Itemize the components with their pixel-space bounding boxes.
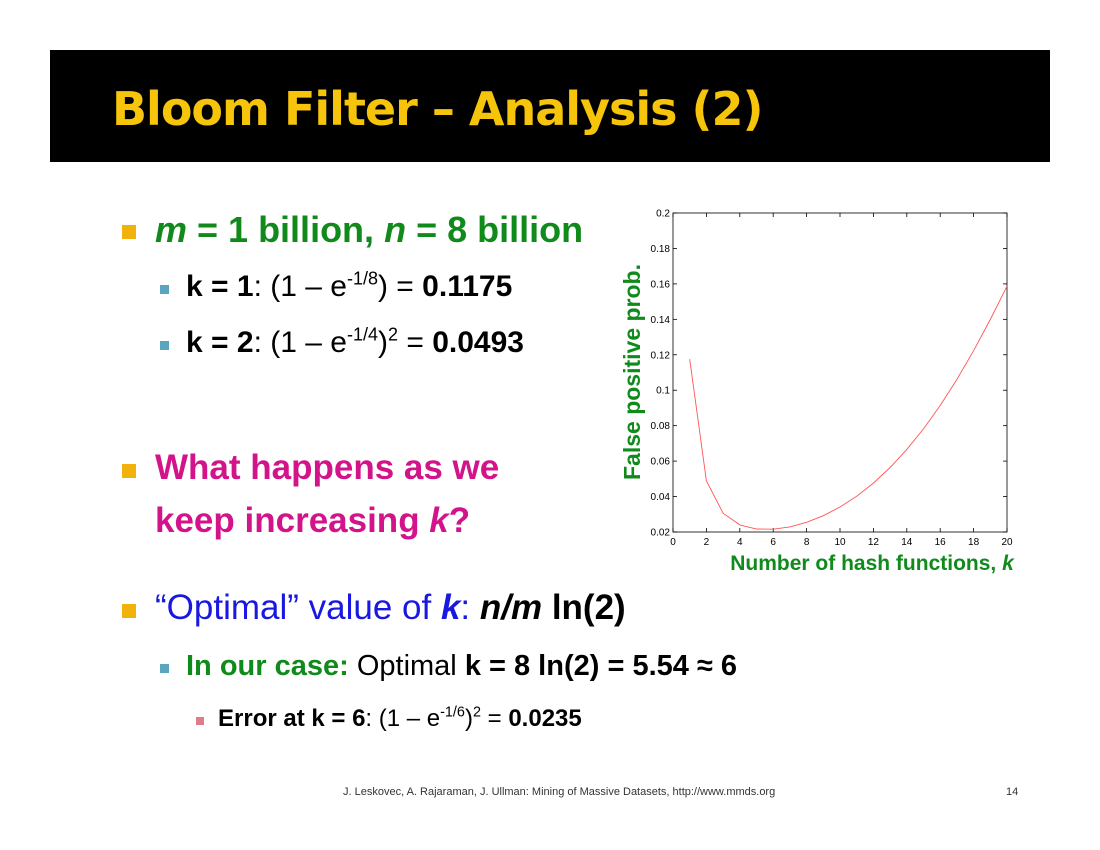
k2-result: 0.0493 — [432, 326, 524, 359]
optimal-text: “Optimal” value of — [155, 588, 441, 627]
x-tick-label: 18 — [968, 537, 980, 548]
k2-pow: 2 — [387, 324, 398, 345]
k2-exp: -1/4 — [346, 324, 378, 345]
m-value: = 1 billion, — [187, 209, 385, 250]
y-tick-label: 0.18 — [651, 244, 671, 255]
var-m: m — [155, 209, 188, 250]
bullet-m-n: m = 1 billion, n = 8 billion — [155, 209, 583, 251]
k1-expr: : (1 – e — [253, 270, 347, 303]
bullet-marker — [122, 225, 136, 239]
bullet-marker — [122, 464, 136, 478]
error-exp: -1/6 — [440, 704, 465, 721]
var-n: n — [384, 209, 407, 250]
title-bar — [50, 50, 1050, 162]
bullet-k1: k = 1: (1 – e-1/8) = 0.1175 — [186, 268, 513, 304]
y-tick-label: 0.16 — [651, 279, 671, 290]
k1-result: 0.1175 — [422, 270, 513, 303]
k2-expr-b: ) — [377, 326, 388, 359]
case-label: In our case: — [186, 650, 349, 682]
k1-exp: -1/8 — [346, 268, 378, 289]
x-axis-label-var: k — [1002, 552, 1015, 575]
x-tick-label: 10 — [834, 537, 846, 548]
footer-credit: J. Leskovec, A. Rajaraman, J. Ullman: Mi… — [343, 786, 776, 798]
page-number: 14 — [1006, 786, 1019, 798]
y-tick-label: 0.02 — [651, 528, 671, 539]
question-mark: ? — [448, 501, 471, 540]
k2-expr-c: = — [398, 326, 433, 359]
error-expr-b: ) — [464, 705, 473, 732]
ln2: ln(2) — [542, 588, 626, 627]
y-tick-label: 0.1 — [656, 386, 670, 397]
question-line2: keep increasing k? — [155, 501, 470, 541]
x-axis-label: Number of hash functions, k — [730, 552, 1015, 575]
y-tick-label: 0.12 — [651, 350, 671, 361]
x-tick-label: 12 — [868, 537, 880, 548]
error-pow: 2 — [472, 704, 481, 721]
error-expr-c: = — [480, 705, 509, 732]
bullet-optimal: “Optimal” value of k: n/m ln(2) — [155, 588, 626, 628]
x-tick-label: 0 — [670, 537, 676, 548]
sub-bullet-marker — [160, 341, 169, 350]
x-tick-label: 6 — [770, 537, 776, 548]
x-tick-label: 8 — [804, 537, 810, 548]
y-axis-label: False positive prob. — [619, 264, 645, 480]
case-text: Optimal — [348, 650, 465, 682]
bullet-error: Error at k = 6: (1 – e-1/6)2 = 0.0235 — [218, 705, 582, 733]
y-tick-label: 0.08 — [651, 421, 671, 432]
x-tick-label: 16 — [935, 537, 947, 548]
x-tick-label: 4 — [737, 537, 743, 548]
slide-title: Bloom Filter – Analysis (2) — [112, 82, 764, 136]
y-tick-label: 0.2 — [656, 209, 670, 220]
bullet-k2: k = 2: (1 – e-1/4)2 = 0.0493 — [186, 324, 524, 360]
k1-label: k = 1 — [186, 270, 254, 303]
plot-frame — [672, 212, 1008, 533]
k2-label: k = 2 — [186, 326, 254, 359]
k1-expr-b: ) = — [377, 270, 423, 303]
case-formula: k = 8 ln(2) = 5.54 ≈ 6 — [464, 650, 738, 682]
sub-bullet-marker — [160, 285, 169, 294]
sub-sub-bullet-marker — [196, 717, 204, 725]
y-tick-label: 0.14 — [651, 315, 671, 326]
question-line1: What happens as we — [155, 448, 500, 487]
x-tick-label: 2 — [704, 537, 710, 548]
var-k: k — [440, 588, 461, 627]
colon: : — [460, 588, 480, 627]
k2-expr: : (1 – e — [253, 326, 347, 359]
sub-bullet-marker — [160, 664, 169, 673]
y-tick-label: 0.04 — [651, 492, 671, 503]
bullet-our-case: In our case: Optimal k = 8 ln(2) = 5.54 … — [186, 650, 737, 683]
question-text: keep increasing — [155, 501, 430, 540]
x-tick-label: 20 — [1001, 537, 1013, 548]
var-k: k — [429, 501, 449, 540]
error-expr: : (1 – e — [365, 705, 441, 732]
bullet-marker — [122, 604, 136, 618]
error-label: Error at k = 6 — [218, 705, 366, 732]
x-axis-label-text: Number of hash functions, — [730, 552, 1002, 575]
y-tick-label: 0.06 — [651, 457, 671, 468]
n-over-m: n/m — [479, 588, 543, 627]
n-value: = 8 billion — [406, 209, 584, 250]
error-result: 0.0235 — [508, 705, 582, 732]
series-line — [689, 285, 1008, 530]
x-tick-label: 14 — [901, 537, 913, 548]
